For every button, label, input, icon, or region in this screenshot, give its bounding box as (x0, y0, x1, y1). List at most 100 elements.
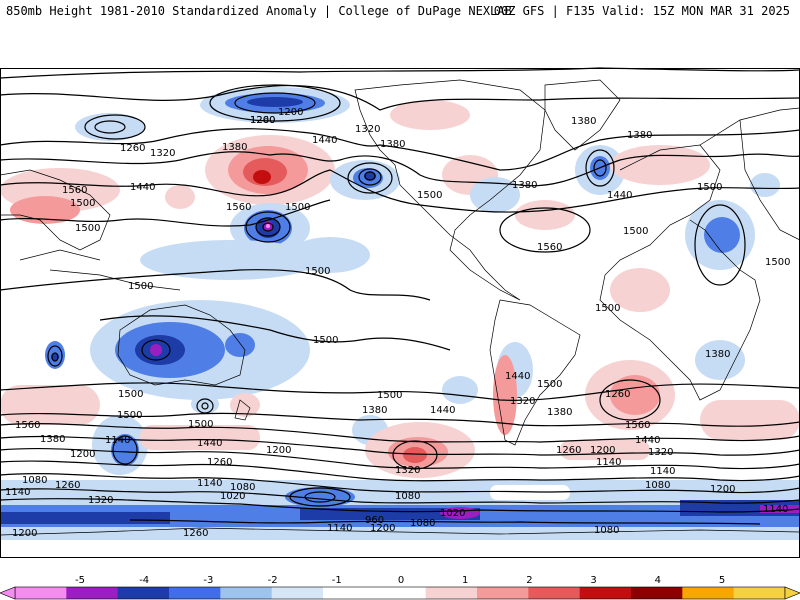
contour-label: 1500 (313, 335, 338, 346)
contour-label: 1500 (118, 389, 143, 400)
coastlines (0, 79, 800, 536)
colorbar-segment (117, 587, 170, 599)
contour-label: 1020 (220, 491, 245, 502)
contour-label: 1200 (12, 528, 37, 539)
contour-label: 1260 (556, 445, 581, 456)
colorbar-segment (66, 587, 119, 599)
contour-label: 1440 (197, 438, 222, 449)
contour-label: 1500 (377, 390, 402, 401)
contour-label: 1440 (312, 135, 337, 146)
contour-label: 1560 (537, 242, 562, 253)
contour-label: 1200 (370, 523, 395, 534)
contour-label: 1500 (70, 198, 95, 209)
contour-label: 1260 (55, 480, 80, 491)
contour-label: 1080 (410, 518, 435, 529)
contour-label: 1260 (207, 457, 232, 468)
colorbar-tick-label: -1 (332, 575, 342, 586)
colorbar-segment (15, 587, 67, 599)
colorbar-tick-label: -4 (139, 575, 149, 586)
colorbar-min-arrow (0, 586, 16, 600)
contour-label: 1500 (117, 410, 142, 421)
colorbar-tick-label: 5 (719, 575, 725, 586)
contour-label: 1500 (623, 226, 648, 237)
contour-label: 1500 (417, 190, 442, 201)
contour-label: 1260 (605, 389, 630, 400)
contour-label: 1200 (710, 484, 735, 495)
contour-label: 1140 (197, 478, 222, 489)
contour-label: 1140 (596, 457, 621, 468)
contour-label: 1500 (188, 419, 213, 430)
contour-label: 1380 (627, 130, 652, 141)
contour-label: 1440 (607, 190, 632, 201)
contour-label: 1560 (15, 420, 40, 431)
colorbar-tick-label: -5 (75, 575, 85, 586)
contour-label: 1380 (362, 405, 387, 416)
contour-label: 1560 (226, 202, 251, 213)
contour-label: 1200 (266, 445, 291, 456)
contour-label: 1320 (510, 396, 535, 407)
colorbar-tick-label: 3 (590, 575, 596, 586)
contour-labels: 1200 1260 1320 1380 1440 1560 1500 1260 … (5, 107, 790, 539)
contour-label: 1140 (327, 523, 352, 534)
contour-label: 1380 (40, 434, 65, 445)
contour-label: 1320 (395, 465, 420, 476)
colorbar-segment (477, 587, 529, 599)
contour-label: 1380 (380, 139, 405, 150)
contour-label: 1020 (440, 508, 465, 519)
contour-label: 1140 (650, 466, 675, 477)
colorbar-segments (14, 586, 786, 600)
contour-label: 1080 (594, 525, 619, 536)
colorbar: -5 -4 -3 -2 -1 0 1 2 3 4 5 (0, 575, 800, 600)
contour-label: 1140 (5, 487, 30, 498)
contour-label: 1200 (590, 445, 615, 456)
colorbar-tick-labels: -5 -4 -3 -2 -1 0 1 2 3 4 5 (75, 575, 725, 586)
contour-label: 1380 (571, 116, 596, 127)
contour-label: 1140 (763, 504, 788, 515)
contour-label: 1080 (230, 482, 255, 493)
contour-label: 1260 (250, 115, 275, 126)
contour-label: 1500 (285, 202, 310, 213)
contour-label: 960 (365, 515, 384, 526)
colorbar-segment (220, 587, 273, 599)
contour-label: 1380 (222, 142, 247, 153)
contour-label: 1440 (430, 405, 455, 416)
colorbar-segment (579, 587, 632, 599)
contour-label: 1380 (547, 407, 572, 418)
contour-label: 1140 (105, 435, 130, 446)
colorbar-tick-label: 2 (526, 575, 532, 586)
anomaly-map: 1200 1260 1320 1380 1440 1560 1500 1260 … (0, 67, 800, 558)
colorbar-segment (271, 587, 324, 599)
contour-label: 1380 (512, 180, 537, 191)
colorbar-segment (425, 587, 478, 599)
colorbar-tick-label: 1 (462, 575, 468, 586)
contour-label: 1500 (128, 281, 153, 292)
contour-label: 1500 (305, 266, 330, 277)
contour-label: 1380 (705, 349, 730, 360)
contour-label: 1500 (697, 182, 722, 193)
contour-label: 1500 (537, 379, 562, 390)
colorbar-max-arrow (784, 586, 800, 600)
contour-label: 1200 (278, 107, 303, 118)
colorbar-segment (682, 587, 735, 599)
colorbar-segment (323, 587, 375, 599)
contour-label: 1260 (120, 143, 145, 154)
contour-label: 1500 (765, 257, 790, 268)
contour-label: 1320 (88, 495, 113, 506)
contour-label: 1200 (250, 115, 275, 126)
height-contours (0, 67, 800, 525)
contour-label: 1320 (150, 148, 175, 159)
colorbar-segment (528, 587, 581, 599)
colorbar-tick-label: 4 (655, 575, 661, 586)
contour-label: 1440 (505, 371, 530, 382)
colorbar-tick-label: -3 (203, 575, 213, 586)
contour-label: 1320 (355, 124, 380, 135)
colorbar-tick-label: 0 (398, 575, 404, 586)
contour-label: 1080 (395, 491, 420, 502)
contour-label: 1320 (648, 447, 673, 458)
contour-label: 1560 (62, 185, 87, 196)
contour-label: 1080 (22, 475, 47, 486)
colorbar-segment (733, 587, 786, 599)
contour-label: 1560 (625, 420, 650, 431)
contour-label: 1440 (130, 182, 155, 193)
colorbar-segment (631, 587, 683, 599)
